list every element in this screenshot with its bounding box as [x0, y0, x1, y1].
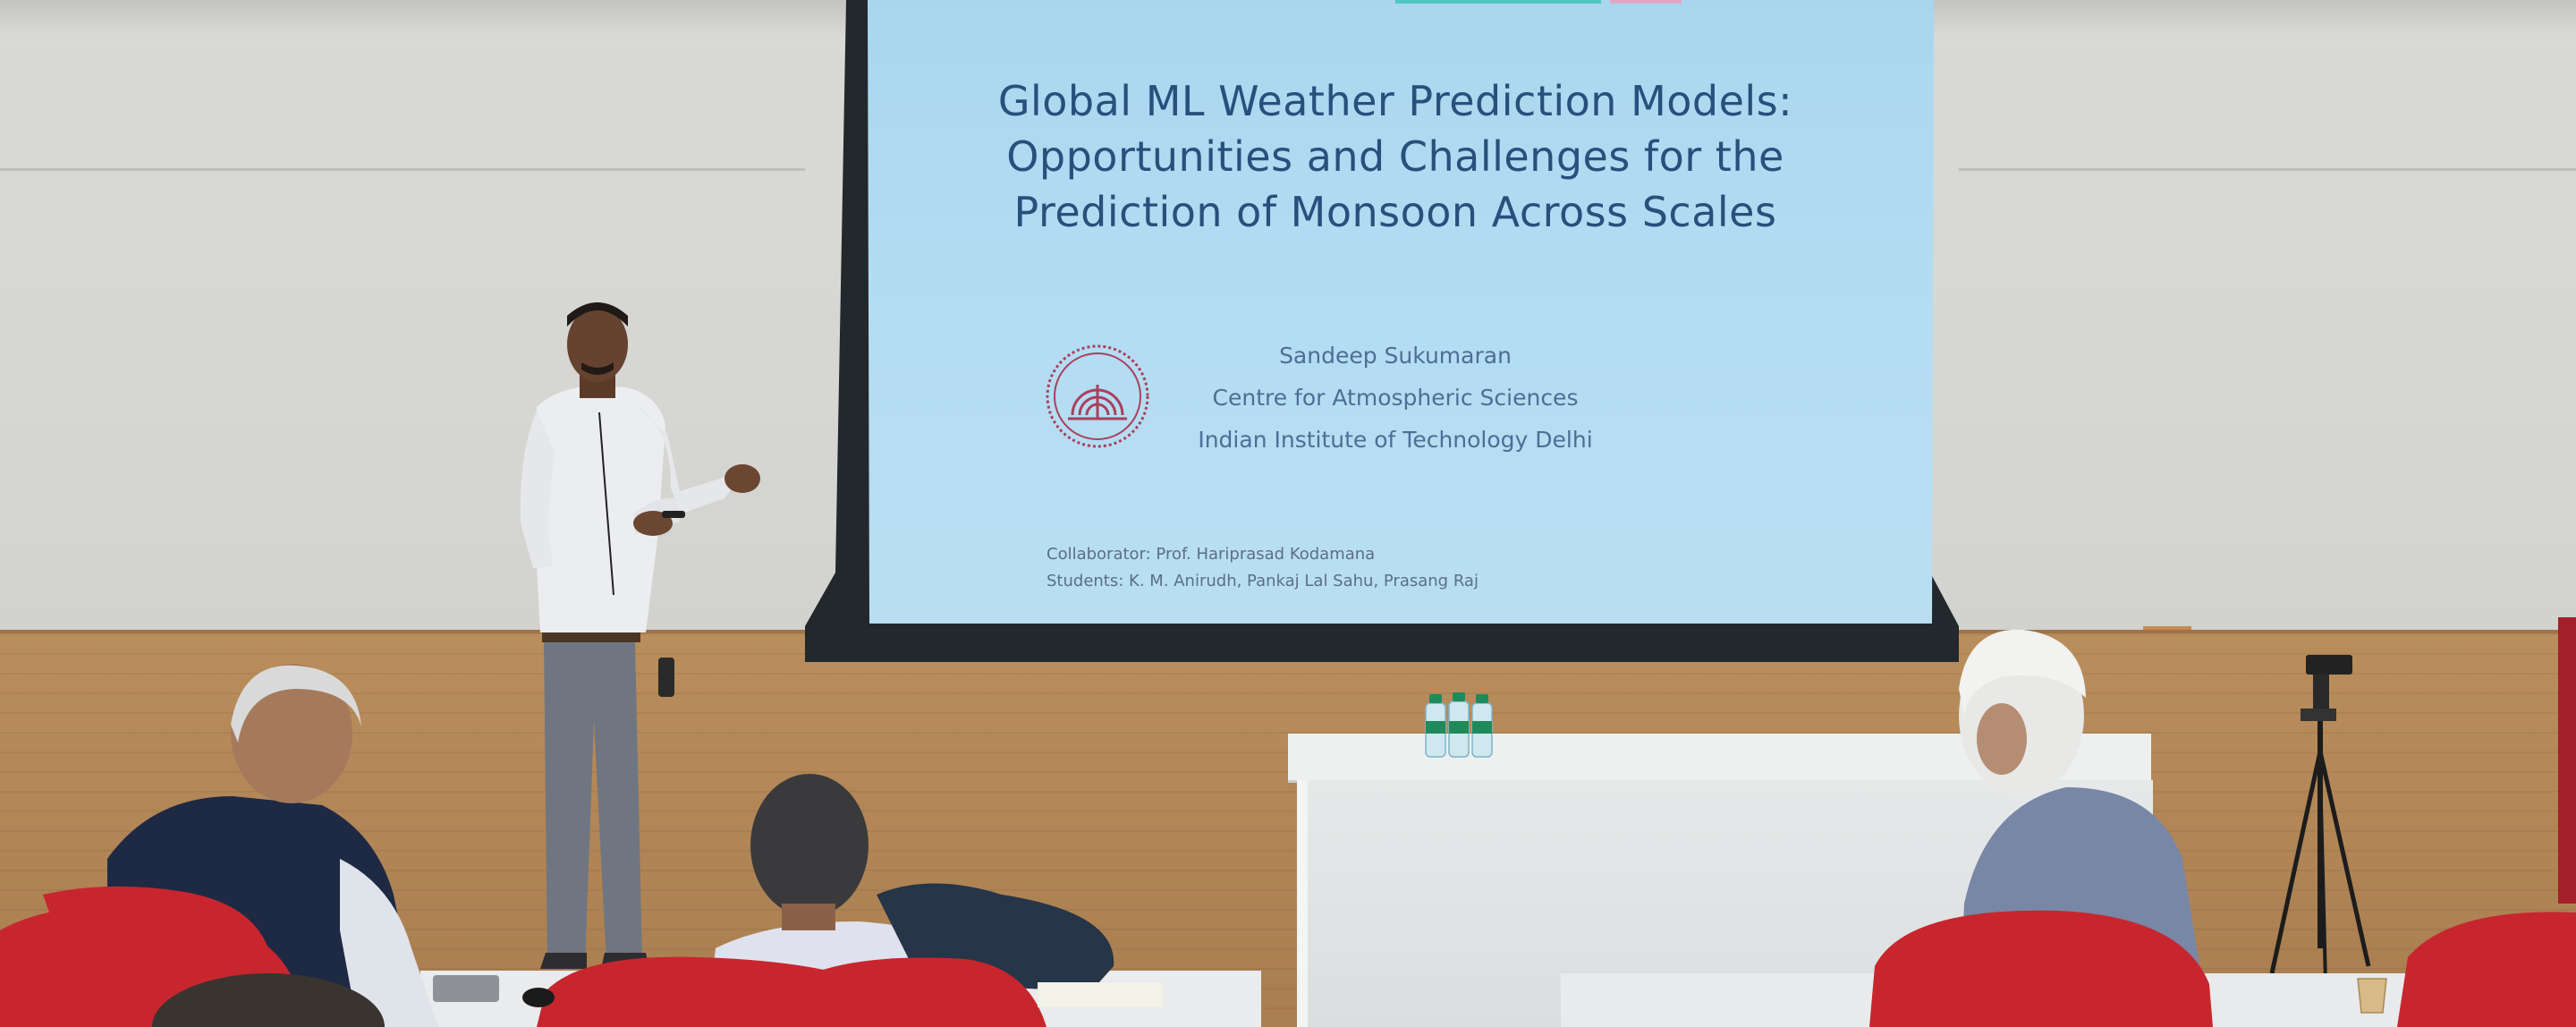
students-line: Students: K. M. Anirudh, Pankaj Lal Sahu…: [1046, 572, 1479, 590]
mouse-on-desk: [522, 988, 555, 1007]
red-flag-edge: [2558, 617, 2576, 904]
whiteboard-seam-right: [1959, 168, 2576, 171]
foreground-head: [152, 973, 385, 1027]
papers-on-desk: [1038, 982, 1163, 1007]
whiteboard-seam-left: [0, 168, 805, 171]
author-institute: Indian Institute of Technology Delhi: [1198, 427, 1593, 453]
slide-title: Global ML Weather Prediction Models: Opp…: [966, 73, 1825, 240]
slide-title-line-3: Prediction of Monsoon Across Scales: [1013, 188, 1777, 236]
projected-slide: [868, 0, 1934, 624]
slide-top-accent-teal: [1395, 0, 1601, 4]
presenter: [520, 302, 760, 969]
camera-tripod: [2269, 655, 2371, 983]
author-name: Sandeep Sukumaran: [1279, 343, 1512, 369]
red-chairs: [0, 886, 2576, 1027]
slide-top-accent-pink: [1610, 0, 1682, 4]
laptop-on-desk: [433, 975, 499, 1002]
iit-delhi-logo-icon: [1046, 344, 1149, 448]
audience-member-left: [107, 664, 438, 1027]
collaborator-line: Collaborator: Prof. Hariprasad Kodamana: [1046, 545, 1376, 564]
water-bottles-icon: [1425, 692, 1493, 758]
slide-title-line-2: Opportunities and Challenges for the: [1006, 132, 1784, 181]
slide-title-line-1: Global ML Weather Prediction Models:: [997, 77, 1793, 125]
coffee-cup-icon: [2357, 978, 2387, 1014]
slide-collaborators: Collaborator: Prof. Hariprasad Kodamana …: [1046, 541, 1479, 595]
slide-author-block: Sandeep Sukumaran Centre for Atmospheric…: [1172, 335, 1619, 461]
author-department: Centre for Atmospheric Sciences: [1212, 385, 1579, 411]
